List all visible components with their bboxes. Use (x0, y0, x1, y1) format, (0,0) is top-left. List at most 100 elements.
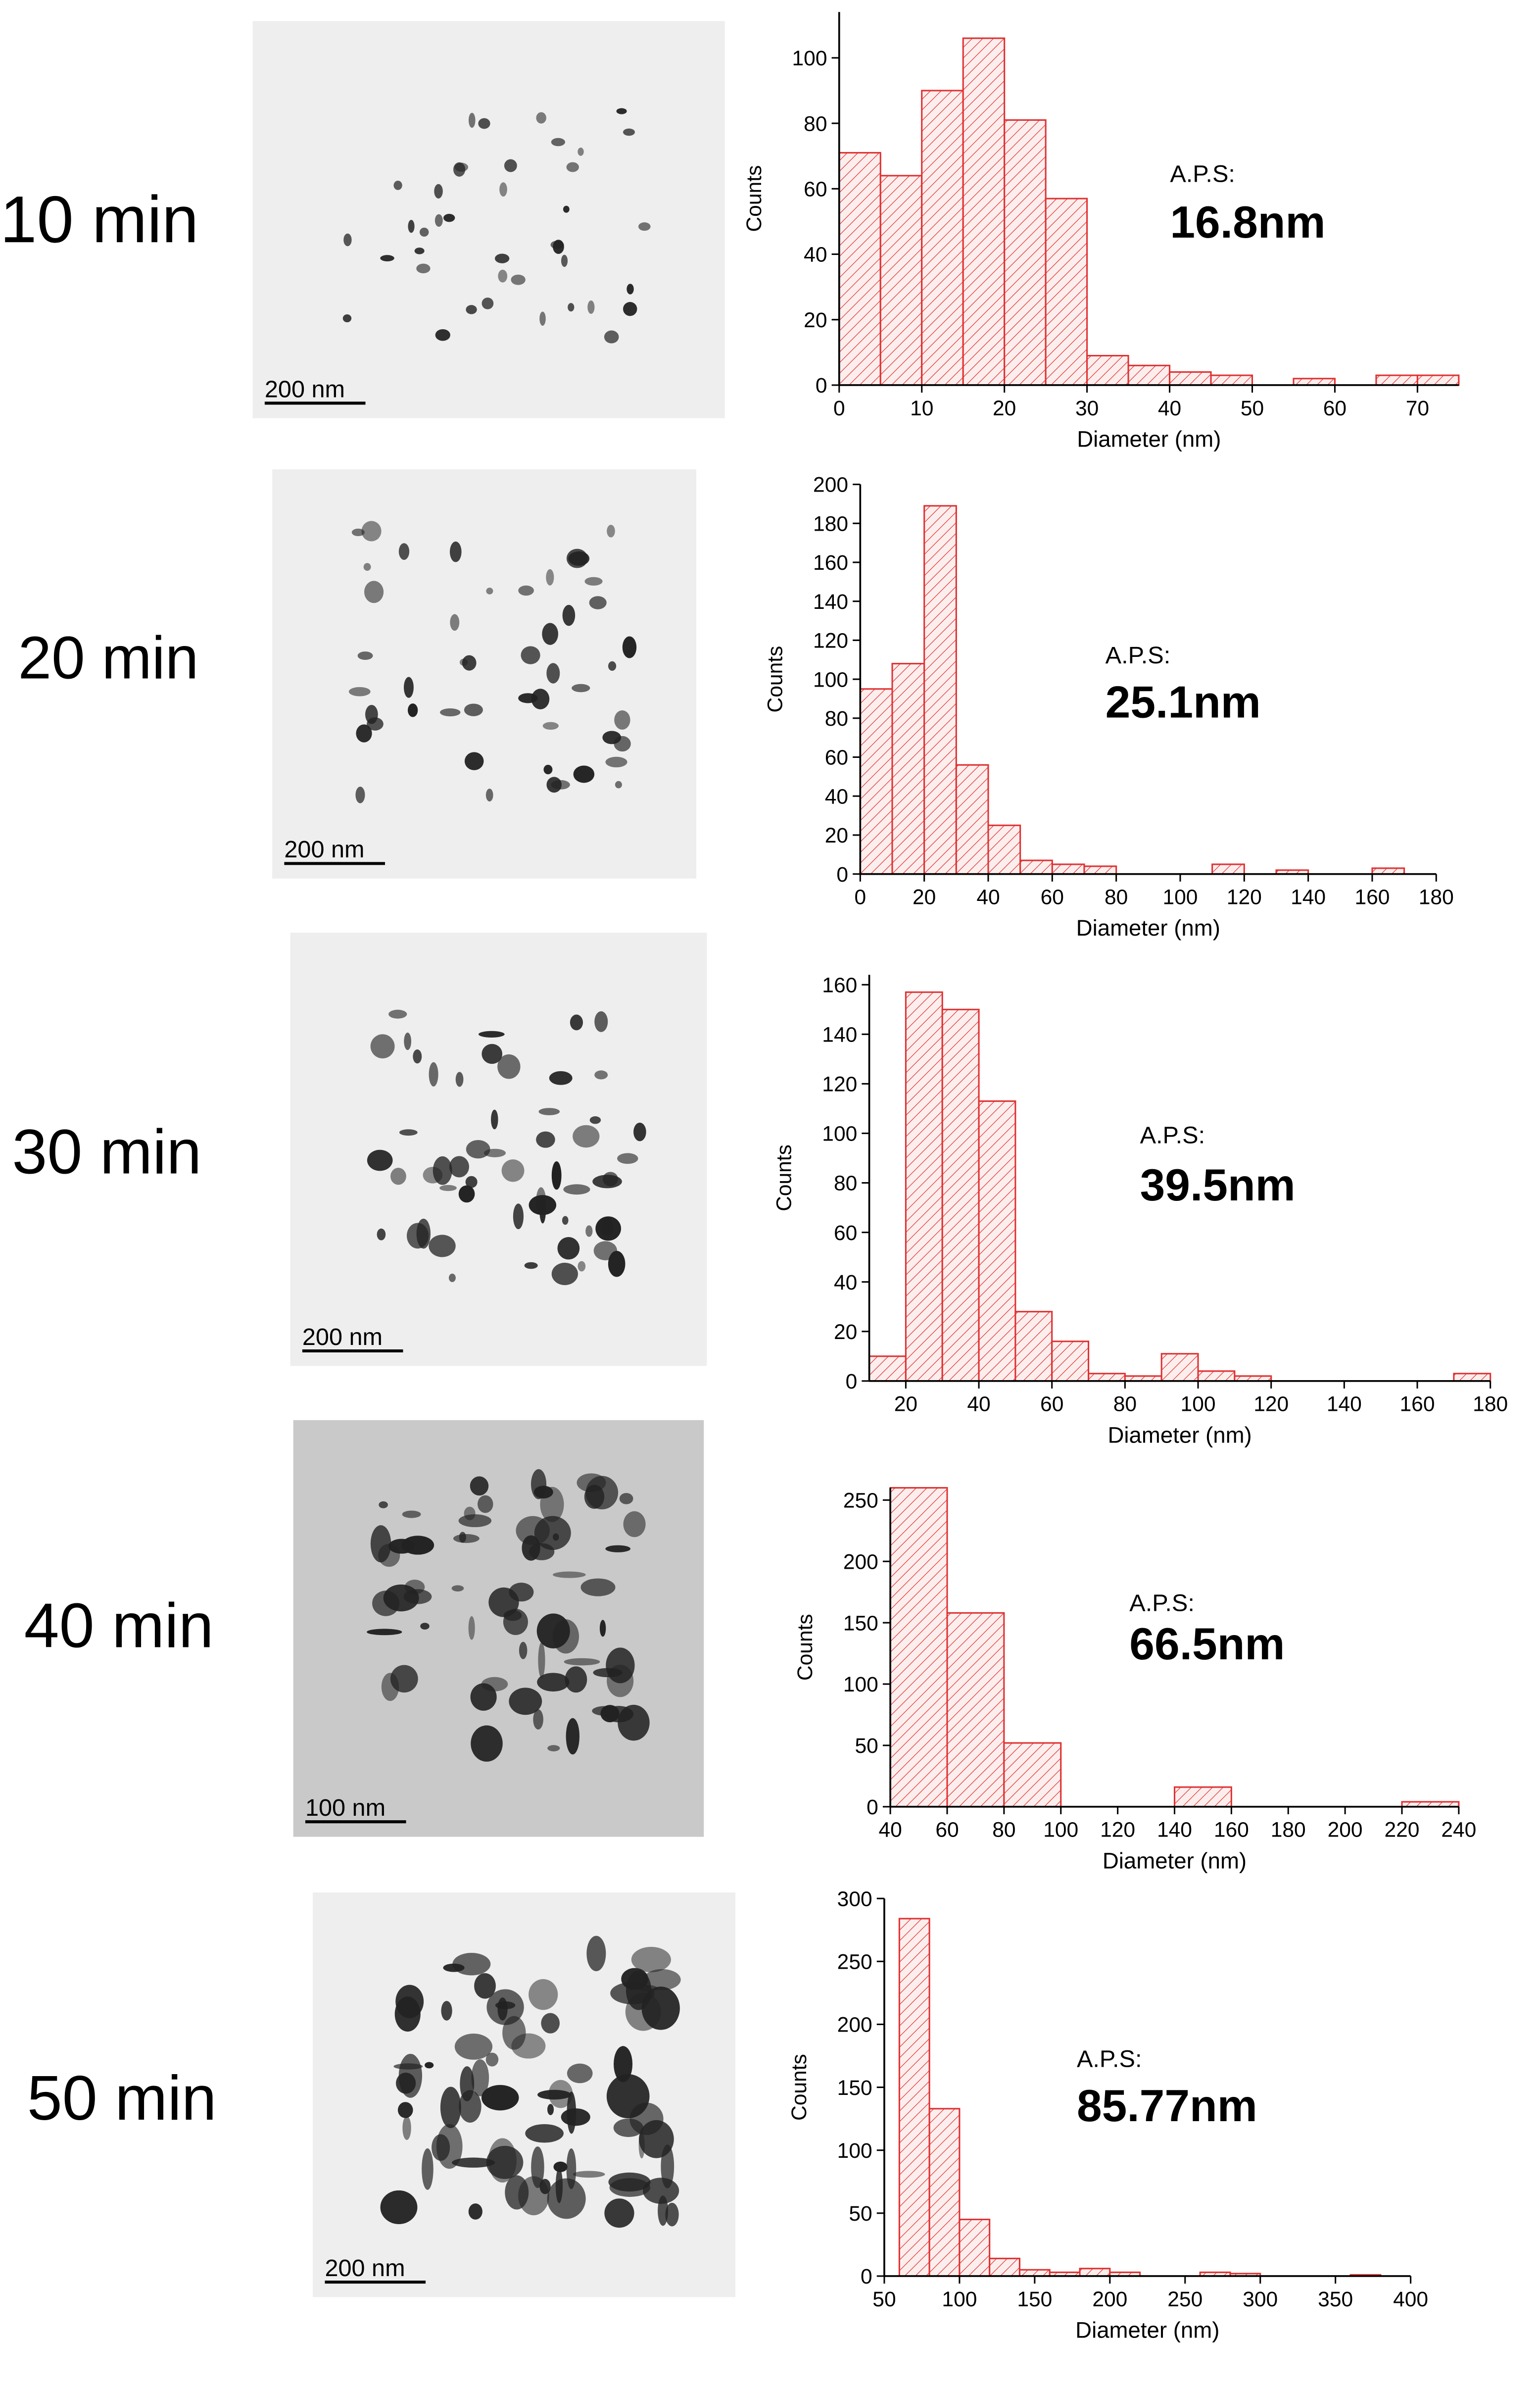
particle (599, 1620, 606, 1637)
x-tick-label: 80 (992, 1818, 1015, 1842)
x-tick-label: 60 (935, 1818, 959, 1842)
bar (891, 663, 925, 875)
particle (518, 693, 538, 703)
particle (602, 1217, 614, 1237)
particle (557, 1237, 580, 1260)
particle (399, 1129, 418, 1136)
particle (511, 274, 526, 285)
particle (451, 1585, 464, 1591)
bar (1293, 378, 1336, 386)
bar (905, 991, 943, 1382)
particle (631, 1946, 671, 1973)
particle (585, 1225, 593, 1237)
particle (623, 128, 635, 136)
particle (471, 1725, 503, 1762)
particle (464, 752, 484, 770)
particle (497, 1054, 521, 1079)
y-tick-label: 0 (866, 1795, 878, 1819)
particle (452, 2157, 495, 2168)
particle (555, 2168, 563, 2203)
tem-image (272, 469, 697, 879)
particle (537, 2089, 571, 2100)
bar (923, 505, 957, 875)
x-tick-label: 50 (1241, 397, 1264, 420)
particle (383, 1584, 419, 1612)
x-axis-label: Diameter (nm) (1075, 2318, 1219, 2343)
particle (567, 2091, 577, 2134)
particle (533, 1486, 553, 1499)
particle (390, 1665, 418, 1693)
particle (594, 1070, 608, 1080)
particle (524, 1262, 538, 1269)
y-tick-label: 40 (834, 1271, 857, 1294)
particle (479, 1031, 505, 1038)
bar (1453, 1373, 1492, 1382)
bar (1018, 2269, 1051, 2277)
bar (987, 824, 1021, 875)
particle (370, 1034, 395, 1059)
particle (549, 1071, 573, 1085)
scale-bar-label: 200 nm (302, 1324, 383, 1350)
particle (416, 1218, 431, 1249)
x-tick-label: 80 (1113, 1392, 1137, 1416)
annotation-value: 39.5nm (1140, 1160, 1296, 1210)
y-tick-label: 80 (804, 112, 827, 136)
x-tick-label: 120 (1100, 1818, 1135, 1842)
particle (459, 658, 468, 666)
x-axis-label: Diameter (nm) (1076, 915, 1220, 941)
particle (465, 1176, 478, 1188)
particle (606, 2074, 650, 2119)
particle (617, 1153, 638, 1164)
particle (499, 182, 507, 197)
x-tick-label: 300 (1243, 2287, 1278, 2311)
x-tick-label: 180 (1419, 885, 1454, 909)
annotation-value: 85.77nm (1077, 2081, 1257, 2131)
particle (665, 2202, 679, 2227)
particle (604, 2198, 634, 2228)
particle (462, 655, 477, 671)
x-tick-label: 100 (1181, 1392, 1216, 1416)
particle (503, 1608, 528, 1636)
particle (594, 1011, 608, 1032)
particle (536, 1613, 570, 1649)
bar (1045, 198, 1088, 386)
x-tick-label: 120 (1253, 1392, 1289, 1416)
y-tick-label: 100 (822, 1122, 857, 1146)
particle (468, 112, 476, 128)
x-tick-label: 180 (1271, 1818, 1306, 1842)
particle (367, 1149, 393, 1171)
particle (552, 1571, 586, 1578)
particle (658, 2195, 669, 2226)
particle (453, 1534, 480, 1543)
particle (586, 1936, 606, 1972)
particle (577, 1473, 606, 1492)
particle (626, 284, 634, 295)
particle (435, 329, 450, 341)
particle (531, 689, 550, 710)
particle (483, 1148, 506, 1157)
bar (1169, 371, 1212, 386)
particle (443, 213, 455, 222)
tem-image (252, 21, 725, 418)
particle (423, 1167, 443, 1184)
particle (468, 1616, 475, 1640)
particle (623, 1511, 646, 1538)
particle (357, 651, 373, 660)
particle (370, 1525, 391, 1563)
particle (561, 254, 568, 267)
particle (533, 1709, 543, 1730)
particle (525, 2124, 564, 2143)
particle (614, 2046, 633, 2083)
bar (946, 1612, 1005, 1808)
particle (402, 2116, 411, 2140)
particle (573, 1125, 600, 1148)
y-tick-label: 200 (837, 2013, 872, 2037)
x-tick-label: 20 (993, 397, 1016, 420)
x-tick-label: 40 (878, 1818, 902, 1842)
particles (367, 1009, 646, 1286)
particle (453, 162, 466, 177)
particle (547, 2178, 586, 2219)
particle (470, 1476, 489, 1496)
y-tick-label: 150 (837, 2076, 872, 2100)
